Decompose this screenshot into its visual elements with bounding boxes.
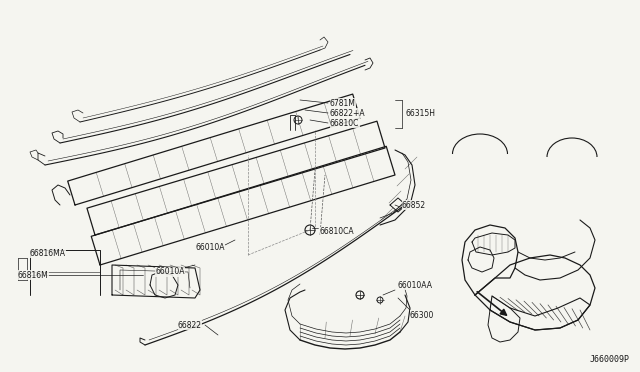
Text: 66822: 66822 [178,321,202,330]
Text: 66010A: 66010A [155,267,184,276]
Text: 66816M: 66816M [18,270,49,279]
Text: 66300: 66300 [410,311,435,320]
Text: 66822+A: 66822+A [330,109,365,118]
Text: 66810CA: 66810CA [320,228,355,237]
Text: 6781M: 6781M [330,99,356,108]
Text: J660009P: J660009P [590,355,630,364]
Text: 66816MA: 66816MA [30,248,66,257]
Text: 66010AA: 66010AA [398,280,433,289]
Text: 66010A: 66010A [195,244,225,253]
Text: 66810C: 66810C [330,119,360,128]
Text: 66852: 66852 [402,201,426,209]
Text: 66315H: 66315H [405,109,435,118]
